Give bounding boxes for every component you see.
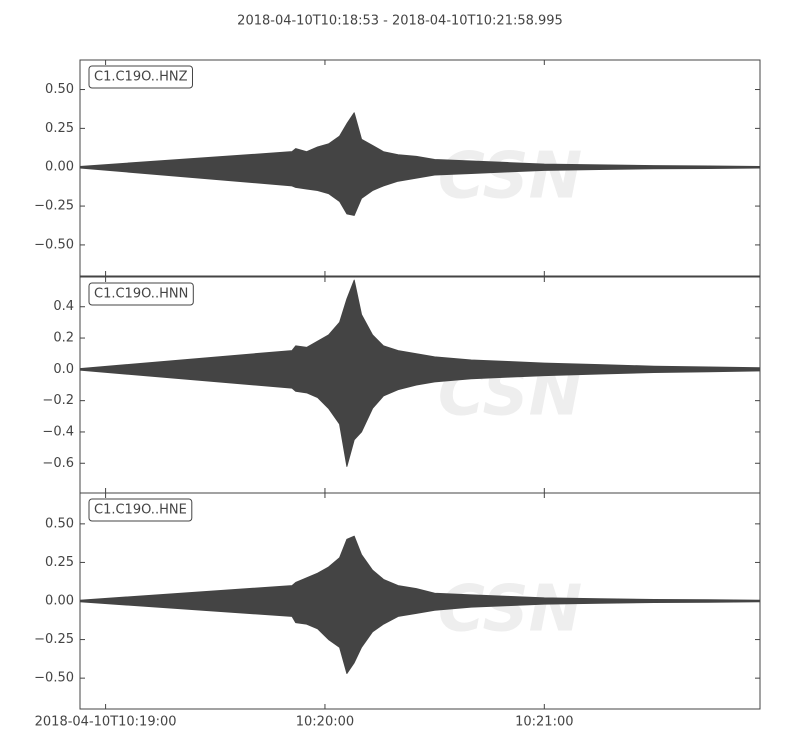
trace-label-box	[88, 65, 193, 89]
trace-label-box	[88, 282, 194, 306]
y-tick-label: 0.50	[45, 516, 74, 531]
trace-label: C1.C19O..HNE	[94, 503, 187, 518]
axes-frame	[79, 59, 761, 277]
watermark: CSN	[438, 573, 582, 647]
x-tick-label: 10:21:00	[515, 715, 573, 730]
y-tick-label: 0.25	[45, 121, 74, 136]
y-tick-label: 0.00	[45, 160, 74, 175]
trace-label: C1.C19O..HNZ	[94, 70, 188, 85]
y-tick-label: −0.4	[42, 424, 74, 439]
waveform-upper	[79, 112, 761, 168]
y-tick-label: 0.4	[53, 299, 74, 314]
watermark: CSN	[438, 140, 582, 214]
y-tick-label: 0.0	[53, 362, 74, 377]
trace-label-box	[88, 498, 193, 522]
y-tick-label: −0.50	[34, 237, 74, 252]
y-tick-label: −0.25	[34, 632, 74, 647]
y-tick-label: 0.50	[45, 82, 74, 97]
waveform-lower	[79, 166, 761, 216]
y-tick-label: 0.00	[45, 594, 74, 609]
trace-label: C1.C19O..HNN	[94, 287, 188, 302]
waveform-lower	[79, 600, 761, 675]
y-tick-label: −0.2	[42, 393, 74, 408]
waveform-upper	[79, 535, 761, 602]
x-tick-label: 2018-04-10T10:19:00	[35, 715, 177, 730]
y-tick-label: 0.25	[45, 555, 74, 570]
waveform-upper	[79, 279, 761, 370]
y-tick-label: −0.6	[42, 456, 74, 471]
waveform-lower	[79, 368, 761, 467]
y-tick-label: 0.2	[53, 331, 74, 346]
chart-title: 2018-04-10T10:18:53 - 2018-04-10T10:21:5…	[237, 14, 563, 29]
x-tick-label: 10:20:00	[296, 715, 354, 730]
y-tick-label: −0.50	[34, 671, 74, 686]
y-tick-label: −0.25	[34, 199, 74, 214]
axes-frame	[79, 276, 761, 494]
